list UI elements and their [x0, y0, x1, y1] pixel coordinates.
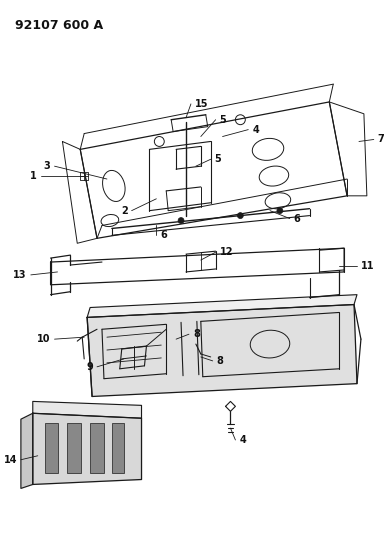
Text: 2: 2	[121, 206, 128, 216]
Text: 12: 12	[220, 247, 233, 257]
Text: 7: 7	[378, 134, 385, 144]
Text: 5: 5	[215, 154, 222, 164]
Circle shape	[277, 208, 283, 214]
Text: 8: 8	[193, 329, 200, 339]
Circle shape	[238, 213, 243, 219]
Text: 92107 600 A: 92107 600 A	[15, 19, 103, 32]
Bar	[112, 423, 124, 473]
Text: 5: 5	[220, 115, 226, 125]
Text: 15: 15	[195, 99, 208, 109]
Text: 10: 10	[37, 334, 51, 344]
Polygon shape	[33, 401, 142, 418]
Text: 6: 6	[294, 214, 300, 223]
Text: 9: 9	[86, 362, 93, 372]
Text: 13: 13	[13, 270, 27, 280]
Text: 4: 4	[252, 125, 259, 135]
Text: 14: 14	[4, 455, 17, 465]
Circle shape	[178, 217, 184, 223]
Bar	[90, 423, 104, 473]
Polygon shape	[33, 413, 142, 484]
Bar	[67, 423, 81, 473]
Text: 6: 6	[160, 230, 167, 240]
Bar	[44, 423, 58, 473]
Polygon shape	[21, 413, 33, 488]
Text: 11: 11	[361, 261, 374, 271]
Polygon shape	[87, 304, 357, 397]
Polygon shape	[87, 295, 357, 318]
Text: 3: 3	[44, 161, 51, 171]
Text: 8: 8	[216, 356, 223, 366]
Text: 4: 4	[239, 435, 246, 445]
Text: 1: 1	[30, 171, 37, 181]
